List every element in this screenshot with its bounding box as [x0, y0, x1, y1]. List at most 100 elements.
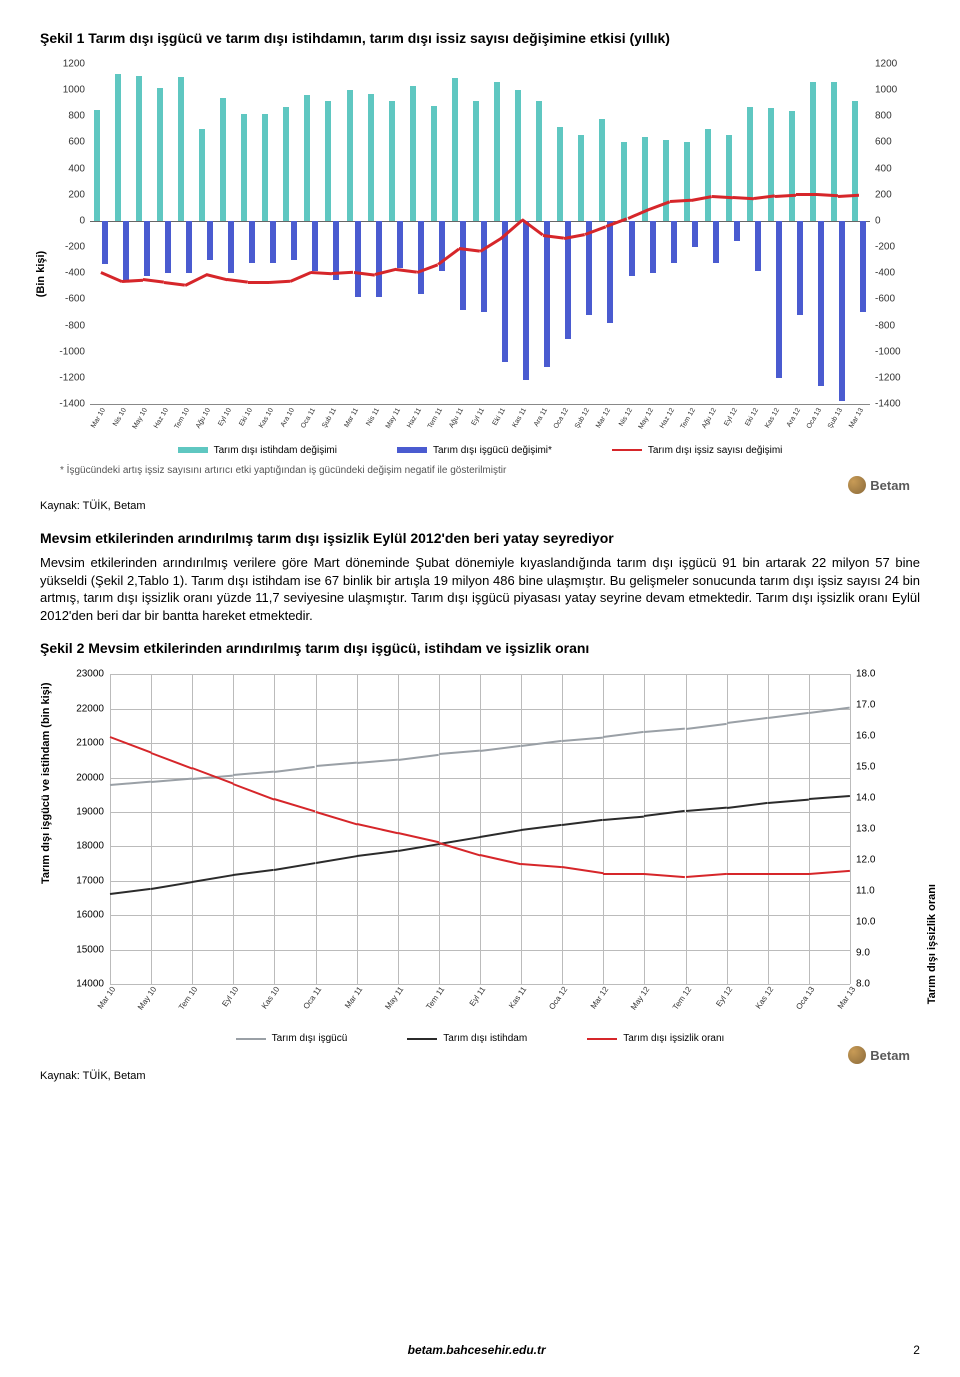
line-rate — [398, 832, 440, 843]
xtick: Kas 11 — [507, 985, 528, 1010]
bar-laborforce — [186, 221, 192, 273]
bar-employment — [115, 74, 121, 220]
ytick: 8.0 — [856, 979, 888, 990]
bar-laborforce — [376, 221, 382, 297]
ytick: 23000 — [62, 669, 104, 680]
gridline — [768, 674, 769, 984]
xtick: Nis 12 — [618, 407, 634, 428]
ytick: -800 — [45, 320, 85, 331]
ytick: 9.0 — [856, 948, 888, 959]
gridline — [562, 674, 563, 984]
bar-laborforce — [586, 221, 592, 315]
ytick: -1400 — [45, 399, 85, 410]
xtick: Mar 13 — [849, 407, 866, 429]
gridline — [151, 674, 152, 984]
bar-employment — [262, 114, 268, 221]
line-employment — [603, 815, 644, 820]
line-rate — [521, 863, 562, 868]
line-unemployed — [332, 271, 353, 275]
line-laborforce — [357, 759, 398, 764]
xtick: Tem 11 — [424, 985, 446, 1011]
ytick: 18000 — [62, 841, 104, 852]
line-laborforce — [480, 745, 521, 752]
gridline — [110, 674, 111, 984]
legend-label: Tarım dışı işgücü — [272, 1033, 348, 1044]
ytick: 1000 — [875, 85, 915, 96]
line-rate — [151, 752, 193, 769]
line-unemployed — [227, 278, 248, 283]
bar-employment — [325, 101, 331, 221]
chart2-ylabel-right: Tarım dışı işsizlik oranı — [926, 884, 938, 1004]
line-laborforce — [398, 753, 439, 760]
chart1-legend: Tarım dışı istihdam değişimi Tarım dışı … — [90, 445, 870, 456]
xtick: Eyl 10 — [217, 407, 233, 427]
bar-employment — [599, 119, 605, 221]
bar-employment — [94, 110, 100, 221]
ytick: 200 — [875, 189, 915, 200]
ytick: 15.0 — [856, 762, 888, 773]
line-rate — [110, 736, 152, 753]
bar-laborforce — [123, 221, 129, 280]
line-laborforce — [439, 750, 480, 755]
xtick: Oca 12 — [553, 407, 570, 430]
betam-logo: Betam — [848, 476, 910, 494]
line-employment — [480, 829, 521, 838]
bar-laborforce — [502, 221, 508, 362]
line-unemployed — [164, 281, 185, 286]
xtick: Eyl 11 — [471, 407, 487, 427]
bar-employment — [810, 82, 816, 221]
line-rate — [809, 869, 850, 874]
xtick: Eyl 11 — [468, 985, 488, 1008]
line-laborforce — [274, 765, 315, 772]
ytick: -1000 — [875, 346, 915, 357]
gridline — [644, 674, 645, 984]
bar-employment — [473, 101, 479, 221]
ytick: 1200 — [875, 59, 915, 70]
ytick: 17000 — [62, 875, 104, 886]
legend-item-employment: Tarım dışı istihdam — [407, 1033, 527, 1044]
bar-employment — [705, 129, 711, 221]
bar-laborforce — [418, 221, 424, 294]
bar-employment — [157, 88, 163, 221]
xtick: Oca 11 — [301, 985, 323, 1011]
line-unemployed — [396, 268, 417, 273]
bar-laborforce — [270, 221, 276, 263]
bar-employment — [578, 135, 584, 221]
xtick: Ara 10 — [280, 407, 296, 428]
ytick: 800 — [875, 111, 915, 122]
ytick: -400 — [875, 268, 915, 279]
bar-laborforce — [734, 221, 740, 241]
ytick: 20000 — [62, 772, 104, 783]
line-laborforce — [768, 712, 809, 719]
line-laborforce — [233, 771, 274, 776]
bar-laborforce — [165, 221, 171, 273]
logo-icon — [848, 476, 866, 494]
xtick: Tem 10 — [177, 985, 199, 1012]
bar-employment — [347, 90, 353, 221]
bar-laborforce — [755, 221, 761, 271]
gridline — [233, 674, 234, 984]
ytick: -600 — [45, 294, 85, 305]
gridline — [809, 674, 810, 984]
xtick: Eki 10 — [238, 407, 254, 427]
ytick: 14.0 — [856, 793, 888, 804]
ytick: -800 — [875, 320, 915, 331]
line-employment — [110, 888, 151, 895]
bar-employment — [199, 129, 205, 221]
xtick: Mar 10 — [90, 407, 107, 429]
bar-laborforce — [797, 221, 803, 315]
chart2-source: Kaynak: TÜİK, Betam — [40, 1070, 920, 1082]
line-laborforce — [727, 717, 768, 724]
line-unemployed — [248, 281, 269, 284]
bar-laborforce — [397, 221, 403, 268]
page-footer: betam.bahcesehir.edu.tr 2 — [40, 1343, 920, 1357]
legend-item-laborforce: Tarım dışı işgücü — [236, 1033, 348, 1044]
line-employment — [562, 819, 603, 826]
line-unemployed — [817, 193, 838, 197]
xtick: Haz 11 — [406, 407, 423, 429]
ytick: 400 — [875, 163, 915, 174]
xtick: Kas 12 — [753, 985, 775, 1011]
xtick: Oca 12 — [547, 985, 569, 1011]
xtick: Eyl 12 — [714, 985, 734, 1008]
line-laborforce — [685, 722, 726, 729]
